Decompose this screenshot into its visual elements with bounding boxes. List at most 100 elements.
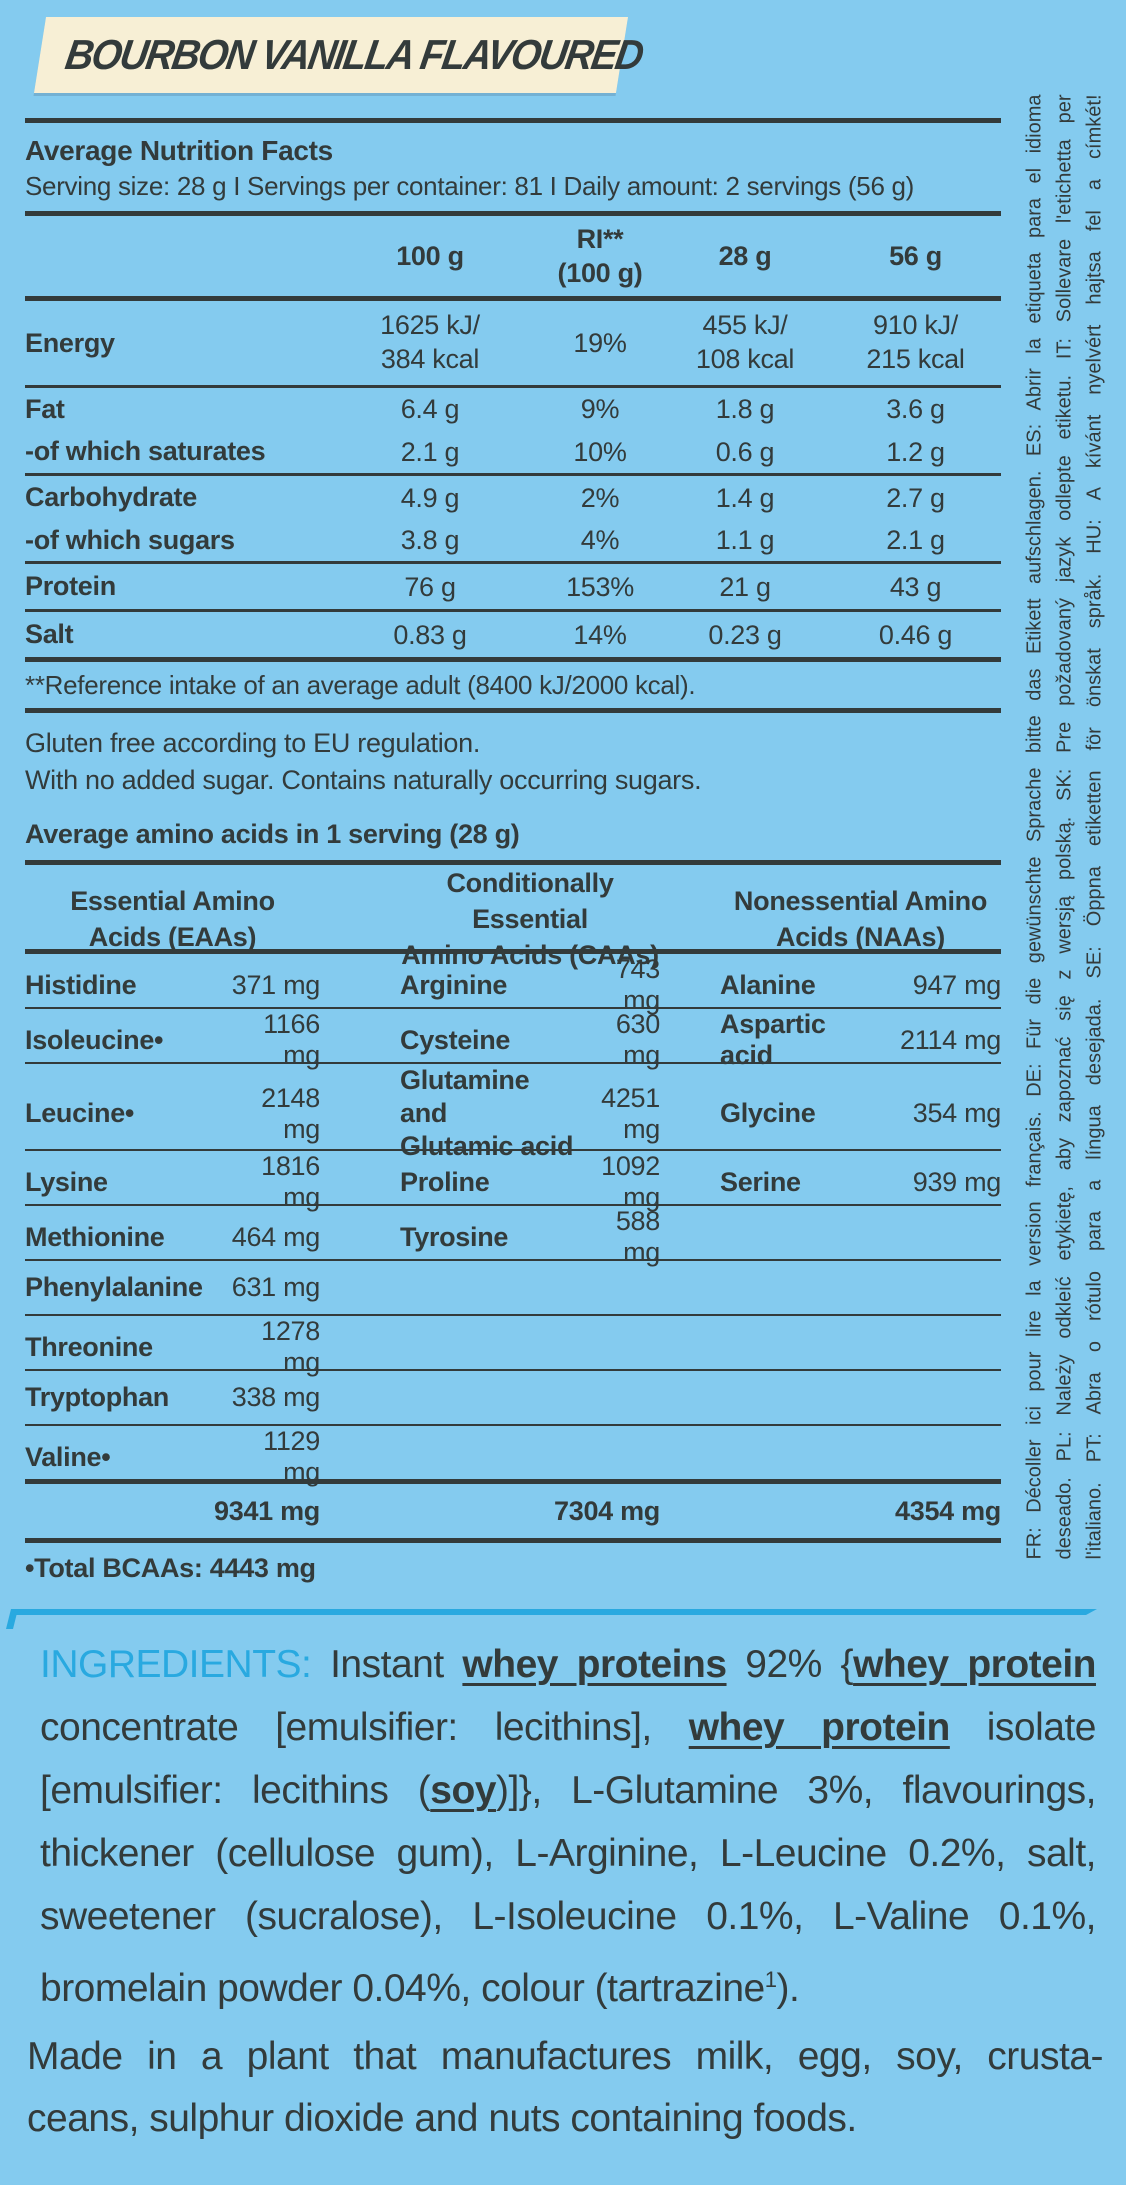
allergen-whey-protein: whey protein <box>688 1706 951 1749</box>
ingredients-text: 92% { <box>726 1643 854 1686</box>
energy-100g: 1625 kJ/ 384 kcal <box>320 306 540 381</box>
amino-row: Valine• 1129 mg <box>25 1426 1001 1487</box>
value-line: 455 kJ/ <box>702 309 788 340</box>
amino-value: 588 mg <box>615 1206 660 1267</box>
accent-bar-line <box>11 1609 1097 1615</box>
row-carbohydrate: Carbohydrate 4.9 g 2% 1.4 g 2.7 g <box>25 476 1001 519</box>
row-label: Carbohydrate <box>25 482 197 512</box>
amino-name: Threonine <box>25 1331 153 1362</box>
cell-value: 9% <box>580 394 620 424</box>
amino-row: Histidine 371 mg Arginine 743 mg Alanine… <box>25 954 1001 1015</box>
accent-bar <box>6 1609 1097 1629</box>
nutrition-table-header: 100 g RI** (100 g) 28 g 56 g <box>25 216 1001 296</box>
amino-name: Isoleucine• <box>25 1024 164 1055</box>
cell-value: 2% <box>580 482 620 513</box>
divider <box>25 609 1001 612</box>
naa-total: 4354 mg <box>895 1495 1001 1526</box>
cell-value: 2.1 g <box>400 436 460 467</box>
cell-value: 76 g <box>404 571 456 602</box>
ingredients-paragraph: INGREDIENTS: Instant whey proteins 92% {… <box>40 1633 1097 2020</box>
header-line: Essential Amino <box>70 886 275 916</box>
row-sugars: -of which sugars 3.8 g 4% 1.1 g 2.1 g <box>25 519 1001 561</box>
ingredients-label: INGREDIENTS: <box>40 1643 312 1686</box>
amino-value: 338 mg <box>231 1382 321 1412</box>
divider <box>25 1149 1001 1151</box>
allergen-line: ceans, sulphur dioxide and nuts containi… <box>27 2097 857 2140</box>
caa-total: 7304 mg <box>554 1495 660 1526</box>
divider <box>25 473 1001 476</box>
amino-name: Glycine <box>720 1098 816 1128</box>
amino-value: 464 mg <box>231 1221 321 1252</box>
amino-value: 1278 mg <box>261 1316 320 1377</box>
ingredients-text: ). <box>776 1967 800 2010</box>
value-line: 1625 kJ/ <box>380 309 480 340</box>
divider <box>25 1479 1001 1484</box>
value-line: 384 kcal <box>380 343 480 374</box>
header-line: Conditionally Essential <box>446 868 614 934</box>
peel-label-instructions: FR: Décoller ici pour lire la version fr… <box>1020 95 1110 1560</box>
amino-value: 631 mg <box>231 1272 321 1302</box>
eaa-header: Essential Amino Acids (EAAs) <box>25 883 320 955</box>
amino-value: 743 mg <box>615 954 660 1015</box>
cell-value: 4% <box>580 525 620 555</box>
amino-row: Lysine 1816 mg Proline 1092 mg Serine 93… <box>25 1151 1001 1212</box>
row-label: Protein <box>25 571 116 601</box>
row-energy: Energy 1625 kJ/ 384 kcal 19% 455 kJ/ 108… <box>25 301 1001 385</box>
row-protein: Protein 76 g 153% 21 g 43 g <box>25 564 1001 609</box>
label-content: Average Nutrition Facts Serving size: 28… <box>25 118 1001 1589</box>
amino-value: 630 mg <box>615 1009 660 1070</box>
amino-value: 371 mg <box>231 969 321 1000</box>
divider <box>25 211 1001 216</box>
amino-name: Glutamine and Glutamic acid <box>400 1064 575 1163</box>
col-header-100g: 100 g <box>396 241 464 271</box>
amino-row: Tryptophan 338 mg <box>25 1371 1001 1424</box>
allergen-whey-proteins: whey proteins <box>462 1643 727 1686</box>
allergen-statement: Made in a plant that manufactures milk, … <box>27 2026 1104 2150</box>
amino-name-line: Glutamic acid <box>400 1131 574 1161</box>
divider <box>25 1369 1001 1371</box>
cell-value: 3.8 g <box>400 525 460 555</box>
cell-value: 0.83 g <box>393 619 467 650</box>
divider <box>25 1007 1001 1009</box>
divider <box>25 949 1001 954</box>
amino-name: Valine• <box>25 1441 111 1472</box>
divider <box>25 1259 1001 1261</box>
naa-header: Nonessential Amino Acids (NAAs) <box>720 883 1001 955</box>
serving-info: Serving size: 28 g I Servings per contai… <box>25 171 915 201</box>
footnote-marker: 1 <box>764 1967 777 1992</box>
amino-totals-row: 9341 mg 7304 mg 4354 mg <box>25 1484 1001 1538</box>
allergen-line: Made in a plant that manufactures milk, … <box>27 2035 1104 2078</box>
row-label: -of which saturates <box>25 436 266 466</box>
bcaa-total: •Total BCAAs: 4443 mg <box>25 1553 316 1583</box>
energy-56g: 910 kJ/ 215 kcal <box>830 306 1001 381</box>
amino-name: Lysine <box>25 1166 108 1197</box>
accent-bar-tick <box>6 1609 18 1629</box>
amino-row: Phenylalanine 631 mg <box>25 1261 1001 1314</box>
flavour-banner: BOURBON VANILLA FLAVOURED <box>33 17 646 93</box>
cell-value: 6.4 g <box>400 394 460 424</box>
amino-row: Leucine• 2148 mg Glutamine and Glutamic … <box>25 1064 1001 1161</box>
value-line: 910 kJ/ <box>873 309 958 340</box>
amino-name: Histidine <box>25 969 137 1000</box>
header-line: Acids (EAAs) <box>88 922 257 952</box>
amino-value: 1092 mg <box>601 1151 660 1212</box>
instruction-line: deseado. PL: Należy odkleić etykietę, ab… <box>1053 94 1076 1560</box>
divider <box>25 1424 1001 1426</box>
amino-name: Tryptophan <box>25 1382 169 1412</box>
amino-name: Serine <box>720 1166 801 1197</box>
ingredients-text: Instant <box>311 1643 463 1686</box>
cell-value: 21 g <box>719 571 771 602</box>
caa-header: Conditionally Essential Amino Acids (CAA… <box>400 865 660 973</box>
cell-value: 2.1 g <box>886 525 945 555</box>
amino-value: 2148 mg <box>261 1082 320 1144</box>
row-label: Salt <box>25 619 74 649</box>
header-line: Amino Acids (CAAs) <box>401 940 659 970</box>
divider <box>25 1062 1001 1064</box>
allergen-soy: soy <box>430 1769 496 1812</box>
cell-value: 1.2 g <box>886 436 945 467</box>
amino-value: 4251 mg <box>601 1082 660 1144</box>
amino-row: Isoleucine• 1166 mg Cysteine 630 mg Aspa… <box>25 1009 1001 1070</box>
divider <box>25 657 1001 662</box>
divider <box>25 860 1001 865</box>
